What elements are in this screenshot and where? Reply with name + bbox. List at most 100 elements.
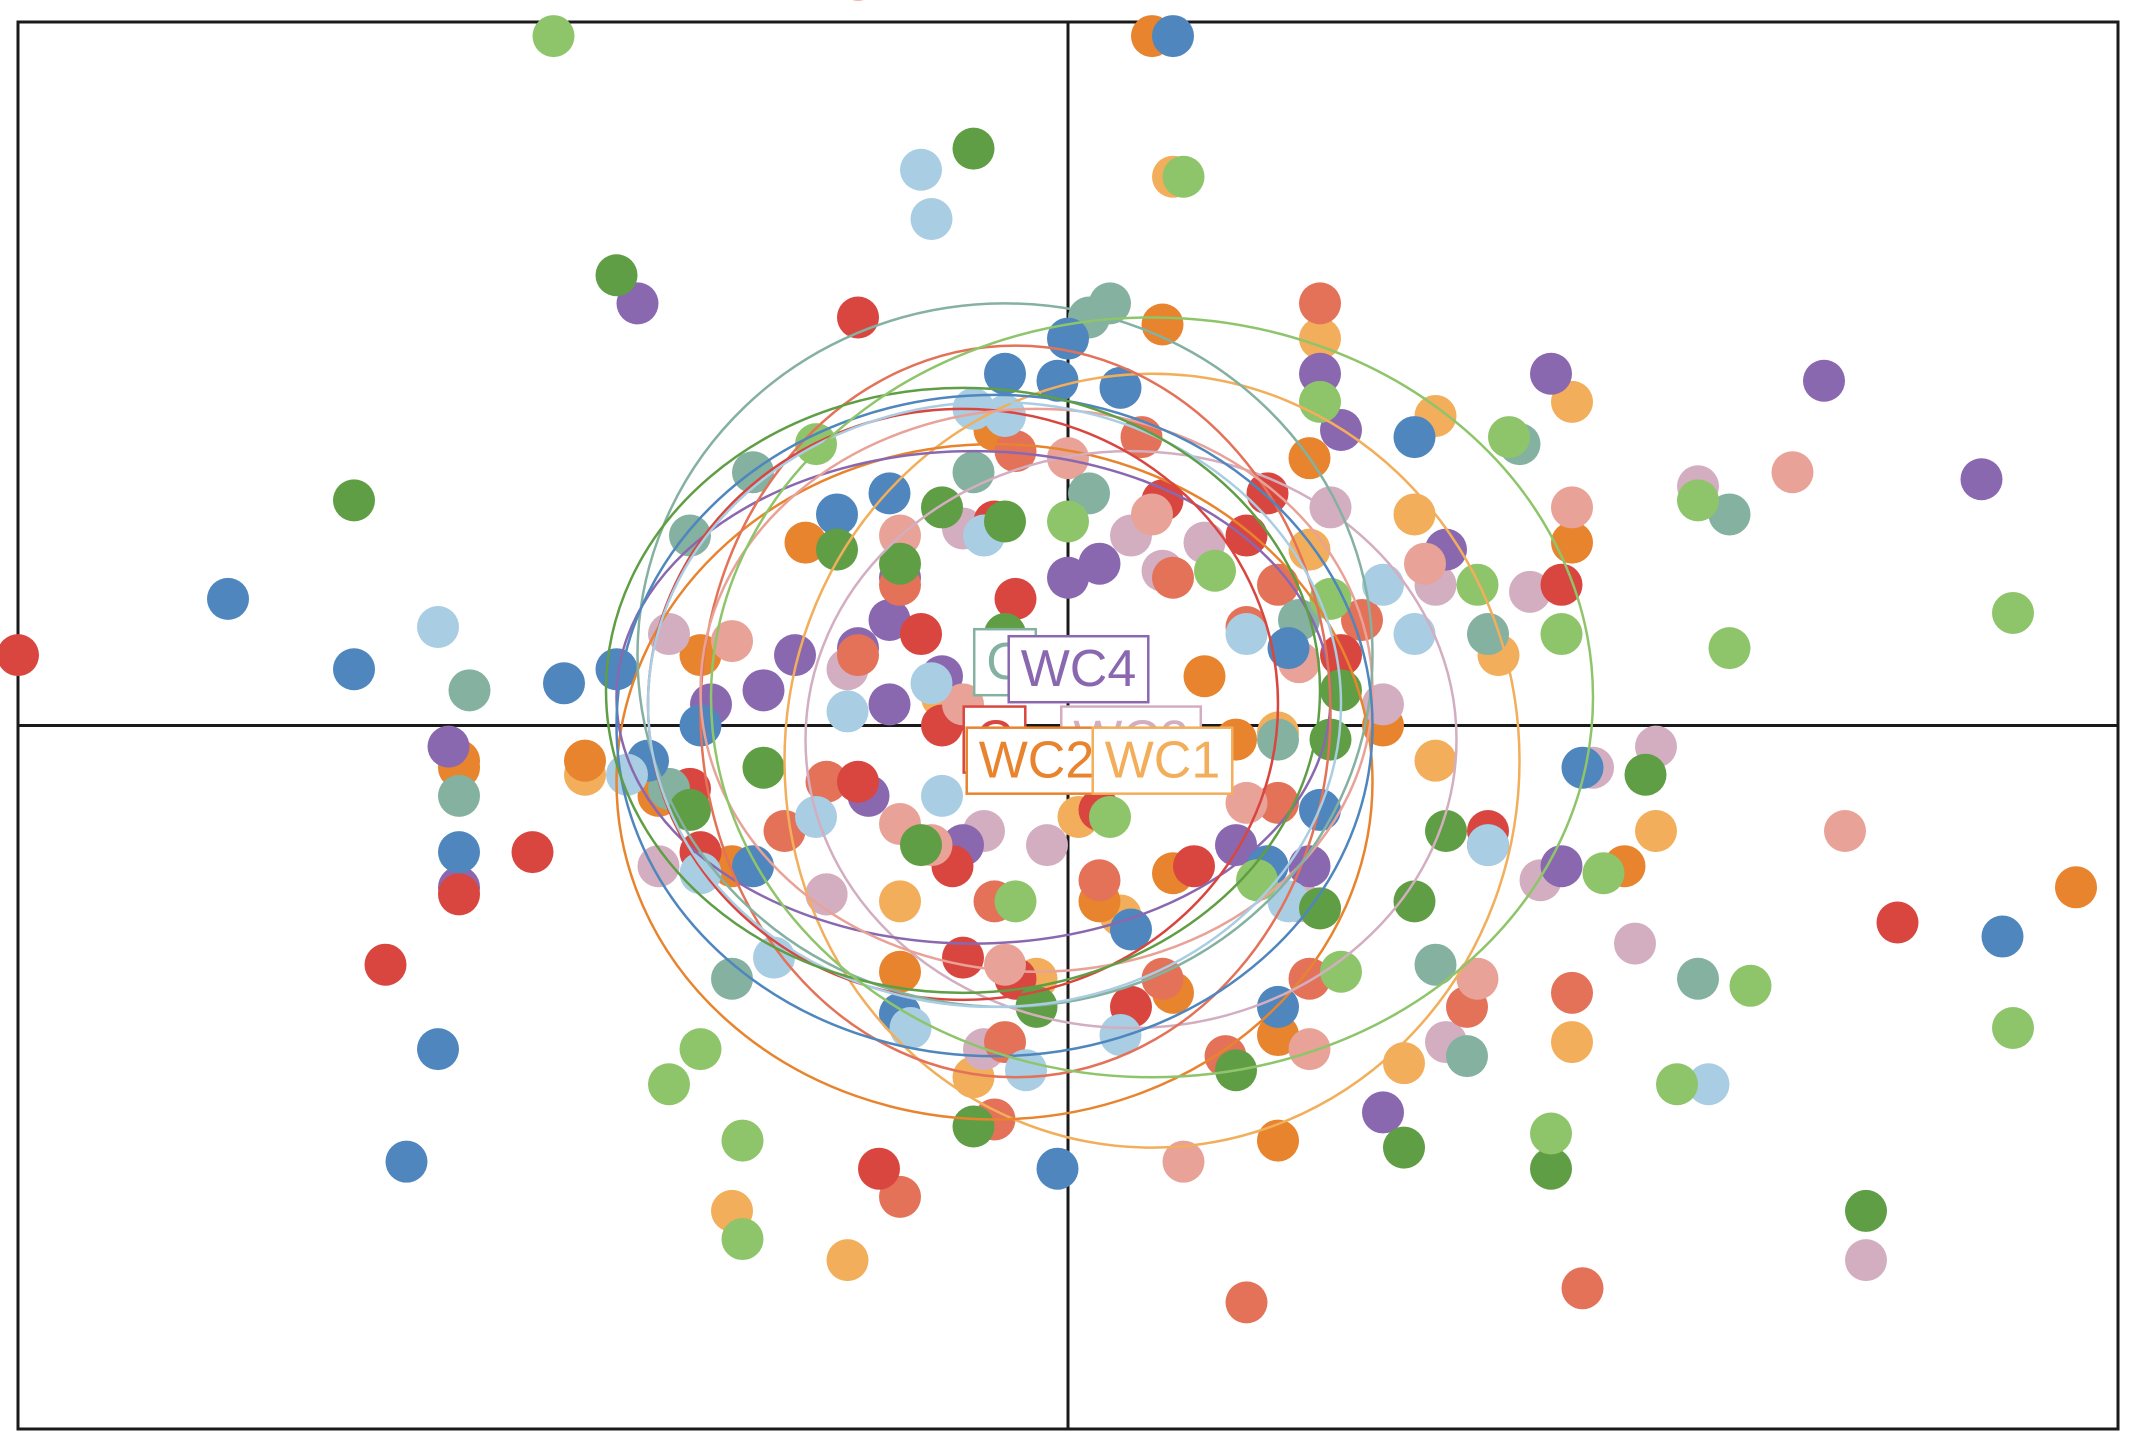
scatter-point xyxy=(1687,1063,1730,1106)
scatter-point xyxy=(385,1140,428,1183)
scatter-point xyxy=(679,634,722,677)
scatter-point xyxy=(879,950,921,993)
scatter-point xyxy=(1708,627,1751,670)
scatter-point xyxy=(448,669,491,712)
scatter-point xyxy=(364,943,407,986)
scatter-point xyxy=(742,669,785,712)
scatter-point xyxy=(826,1239,869,1282)
scatter-point xyxy=(879,542,921,585)
scatter-point xyxy=(1530,1147,1572,1190)
group-ellipse xyxy=(783,372,1521,1149)
scatter-point xyxy=(994,880,1037,923)
scatter-point xyxy=(1162,1140,1205,1183)
scatter-point xyxy=(438,774,480,817)
scatter-point xyxy=(543,662,585,705)
scatter-point xyxy=(837,760,879,803)
scatter-point xyxy=(1992,1007,2034,1050)
group-ellipse xyxy=(615,442,1374,1121)
scatter-point xyxy=(1551,971,1593,1014)
scatter-point xyxy=(1561,1267,1604,1310)
group-ellipse xyxy=(709,316,1595,1079)
group-label-text: WC2 xyxy=(979,732,1095,790)
scatter-point xyxy=(427,725,470,768)
scatter-point xyxy=(532,15,575,58)
scatter-points xyxy=(0,0,2097,1324)
scatter-point xyxy=(1582,852,1625,895)
scatter-point xyxy=(1110,908,1152,951)
scatter-point xyxy=(1393,613,1436,656)
scatter-point xyxy=(595,254,638,297)
scatter-point xyxy=(889,1007,932,1050)
scatter-point xyxy=(1467,824,1509,867)
scatter-point xyxy=(1288,957,1331,1000)
scatter-point xyxy=(732,845,774,888)
scatter-point xyxy=(1288,845,1331,888)
group-label: WC2 xyxy=(965,726,1108,795)
scatter-point xyxy=(910,662,953,705)
scatter-point xyxy=(1225,1281,1268,1324)
scatter-point xyxy=(1299,887,1341,930)
scatter-point xyxy=(1141,303,1184,346)
scatter-point xyxy=(1845,1189,1887,1232)
scatter-point xyxy=(984,943,1026,986)
group-label-text: WC1 xyxy=(1105,732,1221,790)
scatter-point xyxy=(1320,634,1362,677)
scatter-point xyxy=(805,760,848,803)
scatter-point xyxy=(837,634,879,677)
scatter-point xyxy=(921,486,963,529)
scatter-point xyxy=(921,774,963,817)
scatter-point xyxy=(1047,500,1089,543)
scatter-point xyxy=(417,1028,459,1071)
group-label-box xyxy=(1007,634,1150,704)
scatter-point xyxy=(1708,493,1751,536)
scatter-point xyxy=(1456,563,1499,606)
scatter-point xyxy=(417,606,459,649)
scatter-point xyxy=(511,831,554,874)
scatter-point xyxy=(1467,613,1509,656)
scatter-point xyxy=(1393,880,1436,923)
scatter-point xyxy=(1446,1035,1488,1078)
group-ellipse xyxy=(699,407,1374,973)
scatter-point xyxy=(679,1028,722,1071)
scatter-point xyxy=(868,472,911,515)
scatter-point xyxy=(1551,521,1593,564)
group-label-box xyxy=(1091,726,1234,795)
scatter-point xyxy=(1152,15,1194,58)
scatter-point xyxy=(1456,957,1499,1000)
scatter-point xyxy=(900,824,942,867)
scatter-point xyxy=(1162,155,1205,198)
scatter-point xyxy=(858,1147,900,1190)
scatter-point xyxy=(1677,957,1719,1000)
group-ellipse xyxy=(604,386,1322,995)
scatter-point xyxy=(1183,655,1226,698)
scatter-point xyxy=(1257,718,1299,761)
scatter-point xyxy=(711,620,753,663)
group-ellipse xyxy=(646,400,1343,1009)
scatter-point xyxy=(742,746,785,789)
scatter-point xyxy=(1992,591,2034,634)
scatter-point xyxy=(952,127,995,170)
scatter-point xyxy=(900,148,942,191)
scatter-point xyxy=(900,613,942,656)
scatter-point xyxy=(1257,1119,1299,1162)
scatter-point xyxy=(763,810,806,853)
scatter-point xyxy=(795,795,837,838)
scatter-point xyxy=(564,739,606,782)
scatter-point xyxy=(984,500,1026,543)
scatter-point xyxy=(816,528,858,571)
scatter-point xyxy=(721,1119,764,1162)
scatter-point xyxy=(721,1218,764,1261)
scatter-point xyxy=(805,873,848,916)
group-label-box xyxy=(965,726,1108,795)
scatter-point xyxy=(1540,613,1583,656)
scatter-point xyxy=(1173,845,1215,888)
scatter-point xyxy=(984,352,1026,395)
scatter-point xyxy=(1561,746,1604,789)
scatter-point xyxy=(438,831,480,874)
scatter-point xyxy=(1299,282,1341,325)
scatter-point xyxy=(852,0,864,1)
scatter-point xyxy=(1047,556,1089,599)
group-label: WC1 xyxy=(1091,726,1234,795)
group-ellipse xyxy=(804,449,1458,1030)
